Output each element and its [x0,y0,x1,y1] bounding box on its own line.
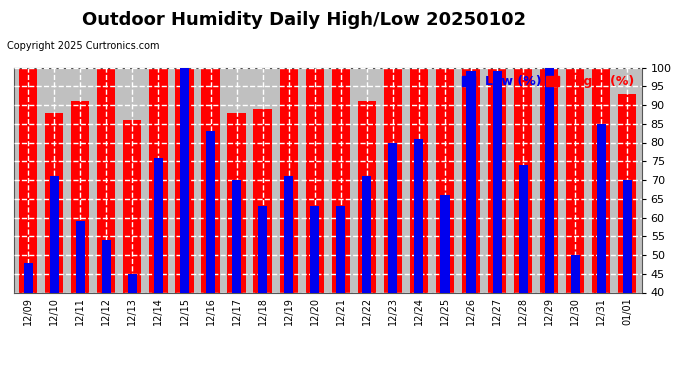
Bar [253,109,272,292]
Bar [50,176,59,292]
Bar [76,221,85,292]
Bar [623,180,632,292]
Bar [45,112,63,292]
Bar [336,206,345,292]
Bar [23,262,32,292]
Bar [440,195,450,292]
Legend: Low (%), High  (%): Low (%), High (%) [461,74,635,89]
Bar [232,180,241,292]
Bar [258,206,267,292]
Bar [488,68,506,292]
Bar [19,68,37,292]
Bar [462,68,480,292]
Bar [597,124,606,292]
Bar [388,142,397,292]
Bar [410,68,428,292]
Bar [310,206,319,292]
Bar [306,68,324,292]
Bar [228,112,246,292]
Text: Outdoor Humidity Daily High/Low 20250102: Outdoor Humidity Daily High/Low 20250102 [81,11,526,29]
Bar [175,68,194,292]
Text: Copyright 2025 Curtronics.com: Copyright 2025 Curtronics.com [7,41,159,51]
Bar [154,158,163,292]
Bar [97,68,115,292]
Bar [571,255,580,292]
Bar [466,71,475,292]
Bar [101,240,111,292]
Bar [362,176,371,292]
Bar [493,71,502,292]
Bar [384,68,402,292]
Bar [514,68,532,292]
Bar [332,68,350,292]
Bar [618,94,636,292]
Bar [357,101,376,292]
Bar [201,68,219,292]
Bar [544,68,554,292]
Bar [436,68,454,292]
Bar [128,274,137,292]
Bar [279,68,298,292]
Bar [592,68,611,292]
Bar [149,68,168,292]
Bar [540,68,558,292]
Bar [566,68,584,292]
Bar [124,120,141,292]
Bar [284,176,293,292]
Bar [519,165,528,292]
Bar [180,68,189,292]
Bar [206,131,215,292]
Bar [71,101,90,292]
Bar [415,139,424,292]
